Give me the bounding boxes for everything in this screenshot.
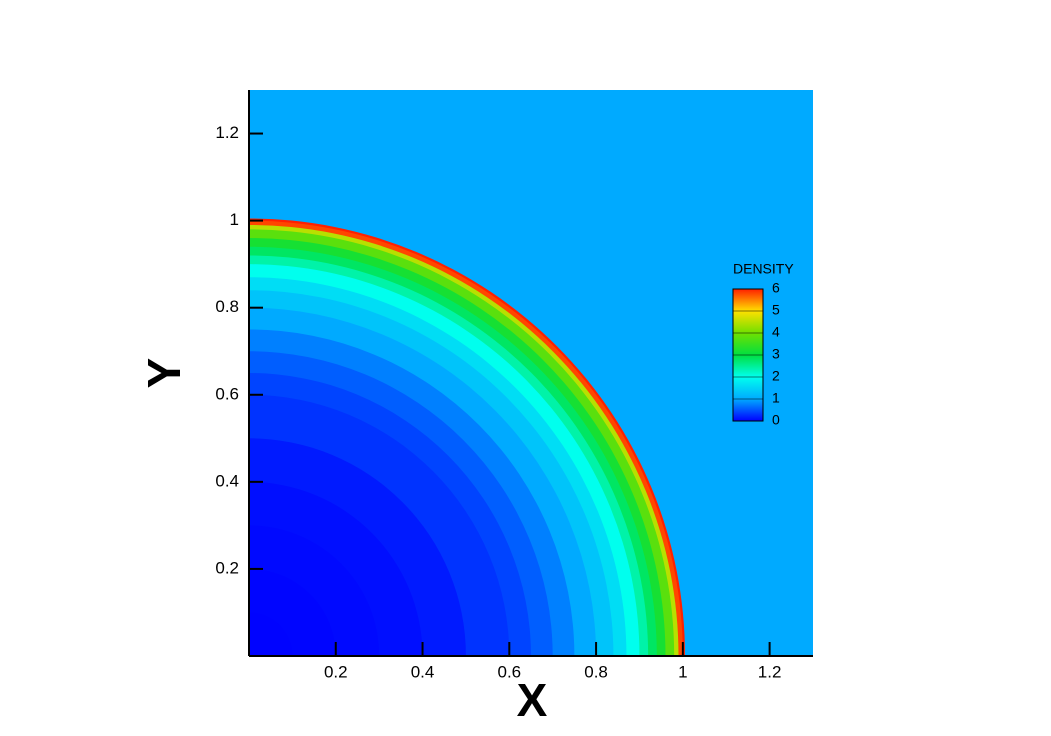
- colorbar-label: 5: [772, 302, 780, 318]
- x-tick-label: 0.6: [497, 662, 521, 681]
- x-tick-label: 0.4: [411, 662, 435, 681]
- colorbar-label: 0: [772, 412, 780, 428]
- plot-area: [249, 90, 813, 656]
- density-band: [249, 612, 293, 656]
- colorbar-title: DENSITY: [733, 261, 794, 277]
- y-tick-label: 1.2: [215, 123, 239, 142]
- colorbar-label: 1: [772, 390, 780, 406]
- y-tick-label: 0.6: [215, 384, 239, 403]
- x-tick-label: 0.8: [584, 662, 608, 681]
- x-tick-label: 1: [678, 662, 687, 681]
- colorbar-label: 2: [772, 368, 780, 384]
- colorbar-label: 6: [772, 280, 780, 296]
- y-tick-label: 1: [230, 210, 239, 229]
- x-axis-title: X: [517, 674, 548, 726]
- colorbar-label: 3: [772, 346, 780, 362]
- y-tick-label: 0.2: [215, 558, 239, 577]
- y-axis-title: Y: [138, 358, 190, 389]
- colorbar-label: 4: [772, 324, 780, 340]
- x-tick-label: 0.2: [324, 662, 348, 681]
- y-tick-label: 0.8: [215, 297, 239, 316]
- x-tick-label: 1.2: [758, 662, 782, 681]
- y-tick-label: 0.4: [215, 471, 239, 490]
